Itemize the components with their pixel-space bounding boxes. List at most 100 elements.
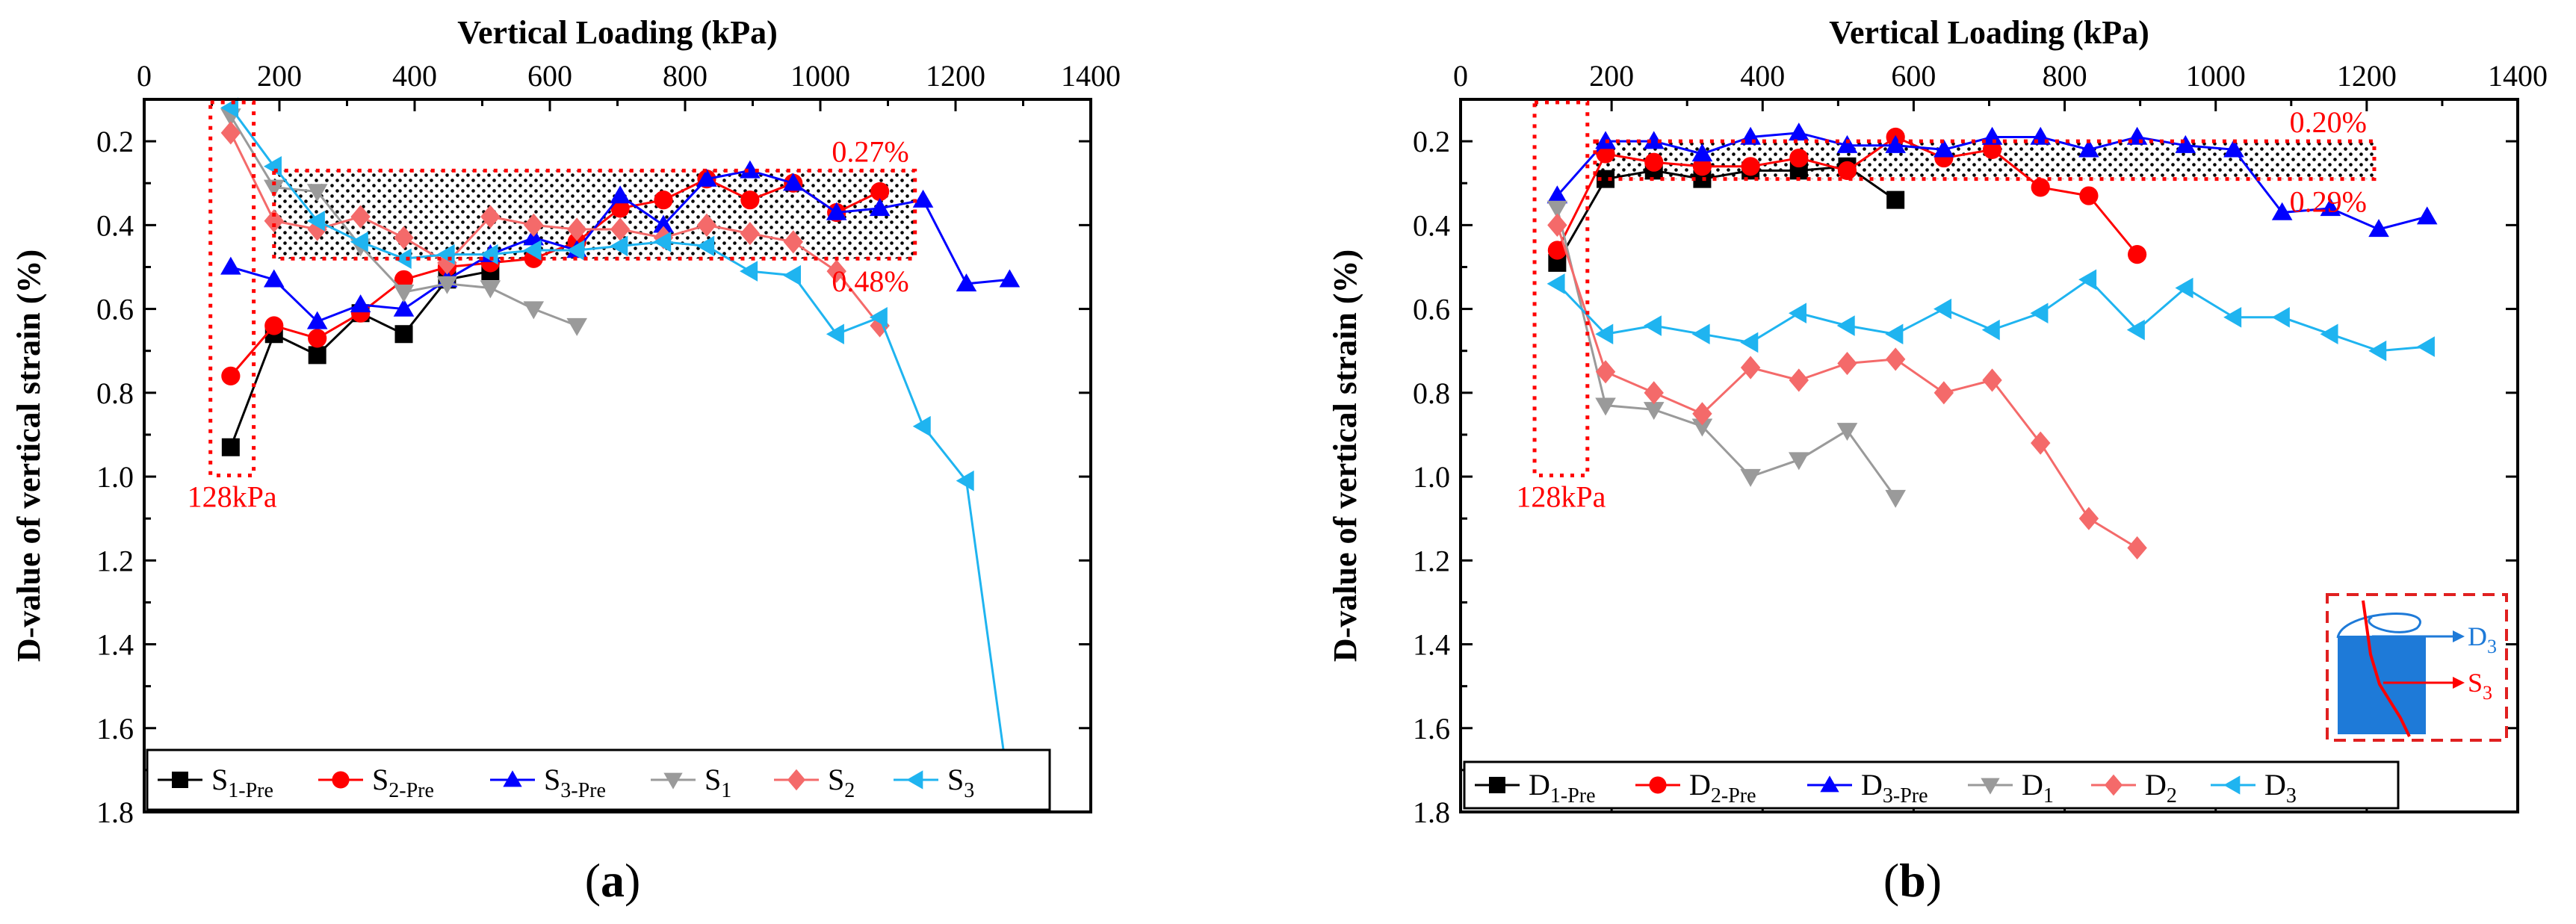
- strain-band-border: [1593, 139, 2377, 182]
- y-tick-label: 1.4: [1413, 628, 1450, 662]
- data-point: [1933, 298, 1952, 320]
- data-point: [1885, 347, 1906, 371]
- load-128kpa-box: [208, 100, 256, 477]
- specimen-body: [2338, 636, 2426, 734]
- y-tick-label: 1.6: [96, 712, 134, 745]
- legend-swatch-marker: [503, 770, 522, 787]
- band-bottom-label: 0.48%: [832, 264, 908, 298]
- data-point: [437, 251, 457, 275]
- data-point: [480, 244, 498, 265]
- data-point: [654, 190, 673, 210]
- data-point: [436, 276, 458, 294]
- data-point: [2320, 323, 2338, 345]
- legend-label: D1: [2022, 768, 2054, 807]
- specimen-crack: [2362, 600, 2411, 737]
- legend-label-sub: 3-Pre: [560, 779, 606, 802]
- data-point: [308, 346, 326, 365]
- data-point: [1643, 315, 1662, 336]
- legend-item-s3-pre: S3-Pre: [490, 763, 606, 802]
- legend-label-sub: 3: [2286, 784, 2297, 807]
- data-point: [783, 230, 803, 254]
- data-point: [2175, 277, 2193, 299]
- legend-label: S2-Pre: [372, 763, 434, 802]
- legend-label-sub: 2-Pre: [1711, 784, 1756, 807]
- data-point: [1547, 241, 1567, 260]
- data-point: [566, 317, 587, 336]
- x-tick-label: 600: [527, 59, 572, 93]
- legend-label: S1: [705, 763, 731, 802]
- legend-label-sub: 3: [964, 779, 974, 802]
- y-tick-label: 0.4: [96, 208, 134, 242]
- x-tick-label: 200: [1589, 59, 1634, 93]
- data-point: [221, 366, 241, 385]
- data-point: [870, 182, 890, 202]
- legend-label-sub: 2-Pre: [388, 779, 434, 802]
- legend-label: S2: [828, 763, 855, 802]
- y-tick-label: 1.0: [1413, 460, 1450, 494]
- legend-label-sub: 1-Pre: [1550, 784, 1596, 807]
- data-point: [1933, 139, 1954, 158]
- data-point: [2368, 219, 2389, 238]
- data-point: [1546, 200, 1568, 219]
- legend-label-base: D: [1861, 768, 1883, 801]
- data-point: [480, 205, 501, 229]
- data-point: [696, 213, 717, 237]
- data-point: [306, 210, 325, 232]
- data-point: [523, 240, 542, 261]
- data-point: [1740, 126, 1761, 145]
- data-point: [1982, 368, 2002, 392]
- data-point: [1644, 152, 1664, 172]
- data-point: [740, 160, 761, 179]
- data-point: [869, 307, 888, 328]
- band-top-label: 0.27%: [832, 134, 908, 168]
- legend-swatch-marker: [906, 770, 923, 790]
- series-d1: [1546, 200, 1906, 508]
- data-point: [740, 190, 760, 210]
- y-tick-label: 0.2: [96, 125, 134, 158]
- x-tick-label: 1400: [1061, 59, 1121, 93]
- data-point: [350, 232, 368, 252]
- panel-label: (a): [585, 854, 641, 907]
- data-point: [1643, 131, 1665, 149]
- y-tick-label: 1.0: [96, 460, 134, 494]
- data-point: [1546, 273, 1565, 294]
- data-point: [2128, 245, 2147, 264]
- legend-label-base: D: [1689, 768, 1711, 801]
- y-tick-label: 1.8: [1413, 796, 1450, 829]
- data-point: [826, 259, 846, 283]
- data-point: [480, 280, 501, 299]
- data-point: [308, 329, 327, 348]
- x-tick-label: 0: [137, 59, 152, 93]
- data-point: [394, 226, 414, 249]
- data-point: [1546, 185, 1568, 204]
- load-128kpa-box: [1532, 100, 1590, 477]
- data-point: [956, 470, 974, 492]
- legend-item-s2-pre: S2-Pre: [318, 763, 434, 802]
- legend-item-d2-pre: D2-Pre: [1635, 768, 1756, 807]
- data-point: [523, 301, 545, 320]
- data-point: [350, 205, 371, 229]
- data-point: [2127, 536, 2147, 560]
- data-point: [826, 202, 847, 220]
- panel-label: (b): [1883, 854, 1942, 907]
- data-point: [2078, 139, 2099, 158]
- x-tick-label: 1000: [790, 59, 850, 93]
- data-point: [1595, 323, 1614, 345]
- data-point: [869, 198, 891, 217]
- data-point: [1692, 157, 1712, 176]
- data-point: [740, 261, 758, 282]
- y-tick-label: 0.8: [96, 376, 134, 410]
- y-tick-label: 1.8: [96, 796, 134, 829]
- data-point: [610, 185, 631, 204]
- legend-label-base: S: [544, 763, 560, 796]
- data-point: [610, 199, 630, 218]
- data-point: [221, 438, 240, 456]
- data-point: [1836, 315, 1855, 336]
- legend-label-sub: 2: [2167, 784, 2177, 807]
- legend-label-base: S: [372, 763, 388, 796]
- legend-item-d3-pre: D3-Pre: [1807, 768, 1928, 807]
- data-point: [263, 179, 285, 198]
- legend-label-base: S: [947, 763, 964, 796]
- legend-item-d2: D2: [2091, 768, 2177, 807]
